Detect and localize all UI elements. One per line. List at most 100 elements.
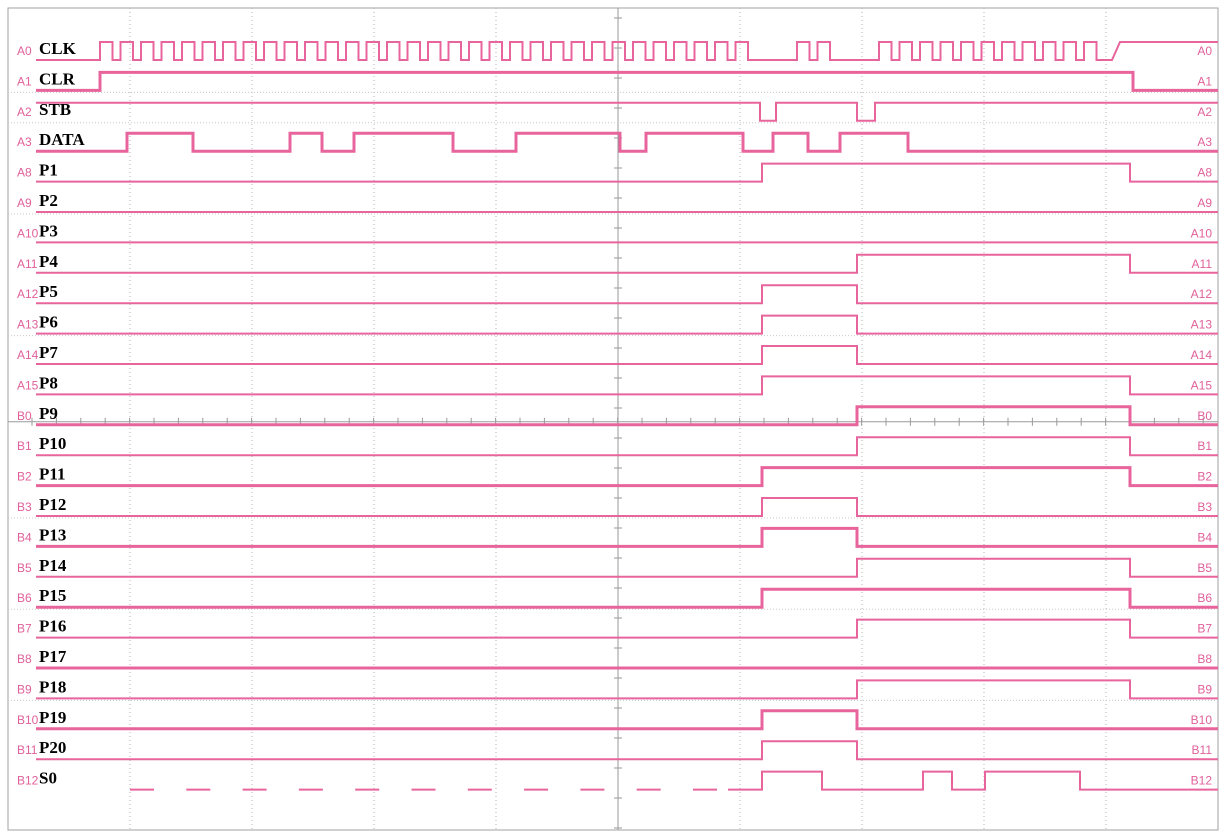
trace-s0: [728, 770, 1218, 791]
channel-id-right-a3: A3: [1197, 135, 1212, 149]
signal-name-clr: CLR: [39, 69, 76, 88]
traces: [36, 41, 1218, 791]
channel-id-a2: A2: [17, 105, 32, 119]
channel-id-a12: A12: [17, 287, 39, 301]
channel-id-right-b0: B0: [1197, 409, 1212, 423]
channel-id-b11: B11: [17, 743, 38, 757]
channel-id-right-a12: A12: [1191, 287, 1213, 301]
channel-id-right-b9: B9: [1197, 682, 1212, 696]
trace-p4: [36, 253, 1218, 274]
signal-name-s0: S0: [39, 769, 57, 788]
channel-id-right-a14: A14: [1191, 348, 1213, 362]
signal-name-stb: STB: [39, 100, 71, 119]
channel-id-right-a11: A11: [1192, 257, 1213, 271]
channel-id-b2: B2: [17, 470, 32, 484]
signal-name-p3: P3: [39, 221, 58, 240]
channel-id-a11: A11: [17, 257, 38, 271]
channel-labels: A0 CLK A0 A1 CLR A1 A2 STB A2 A3 DATA A3 A8 P1 A8 A9 P2 A…: [17, 39, 1212, 788]
channel-id-b5: B5: [17, 561, 32, 575]
signal-name-p18: P18: [39, 677, 66, 696]
trace-p5: [36, 284, 1218, 305]
signal-name-p16: P16: [39, 617, 66, 636]
trace-p18: [36, 679, 1218, 700]
channel-id-right-a10: A10: [1191, 226, 1213, 240]
signal-name-p2: P2: [39, 191, 58, 210]
channel-id-right-b1: B1: [1197, 439, 1212, 453]
signal-name-p20: P20: [39, 738, 66, 757]
channel-id-a8: A8: [17, 166, 32, 180]
channel-id-a3: A3: [17, 135, 32, 149]
trace-p14: [36, 557, 1218, 578]
channel-id-right-b2: B2: [1197, 470, 1212, 484]
channel-id-a13: A13: [17, 318, 39, 332]
trace-p19: [36, 709, 1218, 731]
signal-name-p1: P1: [39, 161, 58, 180]
trace-data: [36, 131, 1218, 153]
channel-id-right-b12: B12: [1191, 774, 1213, 788]
channel-id-b12: B12: [17, 774, 39, 788]
channel-id-b9: B9: [17, 682, 32, 696]
channel-id-b6: B6: [17, 591, 32, 605]
channel-id-b0: B0: [17, 409, 32, 423]
signal-name-p6: P6: [39, 313, 58, 332]
signal-name-p15: P15: [39, 586, 66, 605]
channel-id-b10: B10: [17, 713, 39, 727]
trace-p20: [36, 740, 1218, 761]
trace-clk: [36, 41, 1218, 61]
trace-p8: [36, 375, 1218, 396]
signal-name-p11: P11: [39, 465, 65, 484]
channel-id-b1: B1: [17, 439, 32, 453]
channel-id-b3: B3: [17, 500, 32, 514]
signal-name-p17: P17: [39, 647, 67, 666]
channel-id-right-a0: A0: [1197, 44, 1212, 58]
signal-name-p7: P7: [39, 343, 58, 362]
channel-id-a0: A0: [17, 44, 32, 58]
channel-id-a15: A15: [17, 378, 39, 392]
grid: [7, 7, 1219, 831]
channel-id-a14: A14: [17, 348, 39, 362]
trace-p16: [36, 618, 1218, 639]
trace-p15: [36, 587, 1218, 609]
channel-id-right-a1: A1: [1197, 74, 1212, 88]
channel-id-right-b3: B3: [1197, 500, 1212, 514]
trace-stb: [36, 101, 1218, 122]
channel-id-right-a8: A8: [1197, 166, 1212, 180]
channel-id-right-b10: B10: [1191, 713, 1213, 727]
signal-name-p4: P4: [39, 252, 58, 271]
trace-p11: [36, 466, 1218, 488]
trace-p6: [36, 314, 1218, 335]
channel-id-right-b7: B7: [1197, 622, 1212, 636]
signal-name-p5: P5: [39, 282, 58, 301]
signal-name-p14: P14: [39, 556, 67, 575]
channel-id-b7: B7: [17, 622, 32, 636]
signal-name-p13: P13: [39, 525, 66, 544]
trace-p10: [36, 436, 1218, 457]
trace-p7: [36, 345, 1218, 365]
signal-name-p9: P9: [39, 404, 58, 423]
signal-name-data: DATA: [39, 130, 85, 149]
signal-name-clk: CLK: [39, 39, 77, 58]
channel-id-b8: B8: [17, 652, 32, 666]
channel-id-right-b11: B11: [1192, 743, 1213, 757]
channel-id-right-b4: B4: [1197, 530, 1212, 544]
trace-p1: [36, 162, 1218, 183]
trace-p12: [36, 497, 1218, 517]
trace-p9: [36, 405, 1218, 427]
channel-id-right-a2: A2: [1197, 105, 1212, 119]
signal-name-p10: P10: [39, 434, 66, 453]
trace-clr: [36, 70, 1218, 92]
channel-id-right-a13: A13: [1191, 318, 1213, 332]
channel-id-a1: A1: [17, 74, 32, 88]
scope-frame: [7, 7, 1219, 831]
signal-name-p8: P8: [39, 373, 58, 392]
channel-id-right-b8: B8: [1197, 652, 1212, 666]
channel-id-a9: A9: [17, 196, 32, 210]
trace-p13: [36, 526, 1218, 548]
channel-id-a10: A10: [17, 226, 39, 240]
channel-id-right-b5: B5: [1197, 561, 1212, 575]
signal-name-p12: P12: [39, 495, 66, 514]
channel-id-b4: B4: [17, 530, 32, 544]
channel-id-right-b6: B6: [1197, 591, 1212, 605]
channel-id-right-a15: A15: [1191, 378, 1213, 392]
